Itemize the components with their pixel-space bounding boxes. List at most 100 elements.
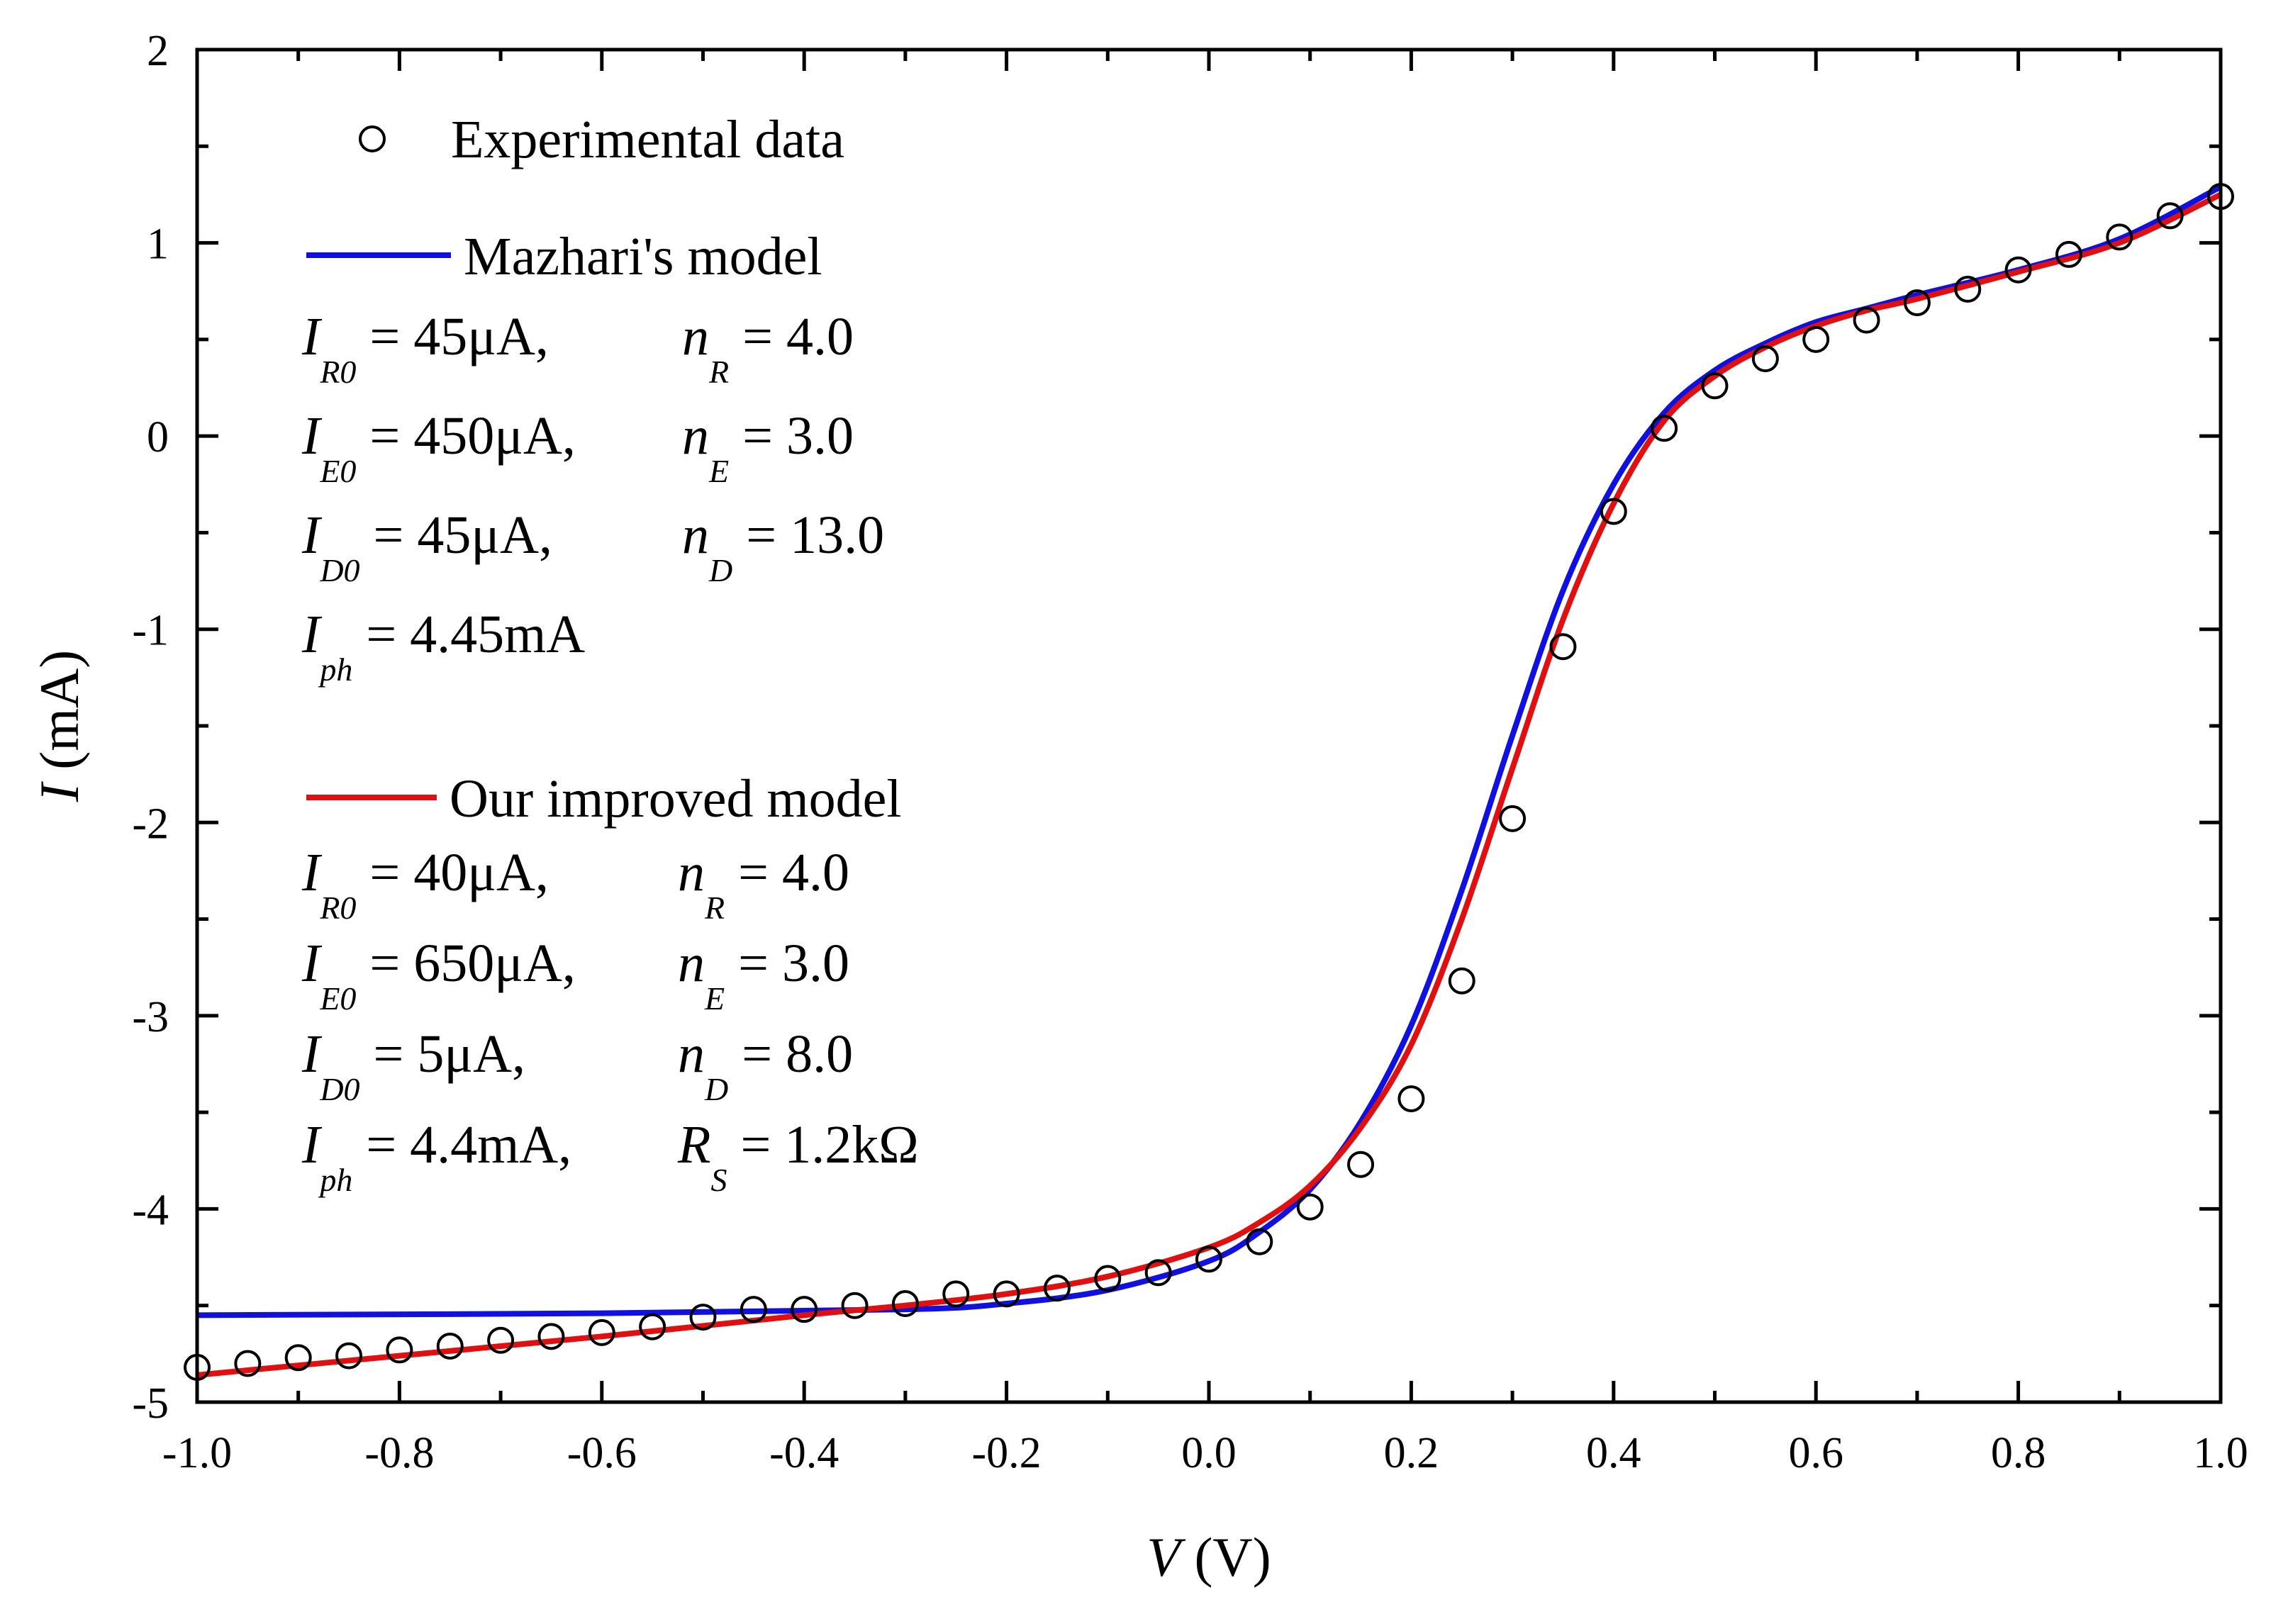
data-point (942, 1280, 970, 1308)
data-point (1043, 1275, 1071, 1302)
y-tick-label: -2 (132, 800, 169, 848)
x-tick-label: -0.8 (364, 1429, 434, 1477)
param-subscript: D (704, 1071, 728, 1107)
param-symbol: I (301, 505, 323, 565)
param-subscript: E0 (319, 980, 356, 1017)
improved-param: nR = 4.0 (678, 843, 849, 926)
mazhari-param: nR = 4.0 (682, 307, 854, 390)
param-value: = 4.45mA (352, 605, 585, 664)
param-symbol: I (301, 1115, 323, 1175)
param-value: = 650μA, (356, 934, 576, 993)
data-point (1397, 1085, 1425, 1113)
param-value: = 3.0 (725, 934, 849, 993)
param-subscript: E (708, 453, 729, 489)
y-axis-symbol: I (28, 780, 90, 802)
data-point (841, 1292, 869, 1319)
x-tick-label: 0.0 (1181, 1429, 1237, 1477)
data-point (234, 1350, 262, 1377)
data-point (1903, 289, 1931, 317)
improved-param: IR0 = 40μA, (301, 843, 549, 926)
improved-param: RS = 1.2kΩ (677, 1115, 919, 1198)
param-value: = 40μA, (356, 843, 549, 902)
data-point (487, 1326, 515, 1354)
mazhari-param: IR0 = 45μA, (301, 307, 549, 390)
param-value: = 3.0 (729, 406, 854, 466)
y-tick-label: 2 (147, 27, 169, 75)
data-point (891, 1289, 919, 1317)
data-point (689, 1304, 717, 1331)
param-value: = 8.0 (728, 1024, 853, 1084)
param-value: = 4.4mA, (352, 1115, 571, 1175)
mazhari-param: IE0 = 450μA, (301, 406, 576, 489)
mazhari-param: ID0 = 45μA, (301, 505, 552, 588)
data-point (791, 1296, 818, 1323)
param-symbol: n (682, 505, 709, 565)
series-line-2 (196, 191, 2222, 1378)
x-tick-label: 0.8 (1991, 1429, 2046, 1477)
data-point (1701, 372, 1729, 400)
data-point (993, 1280, 1020, 1308)
param-value: = 13.0 (732, 505, 884, 565)
data-point (1600, 498, 1627, 525)
param-symbol: I (301, 934, 323, 993)
x-tick-label: 0.2 (1384, 1429, 1439, 1477)
improved-param: nD = 8.0 (678, 1024, 853, 1107)
data-point (1195, 1245, 1222, 1273)
param-subscript: E (704, 980, 725, 1017)
param-value: = 1.2kΩ (727, 1115, 918, 1175)
param-subscript: R0 (319, 354, 356, 390)
data-point (436, 1332, 464, 1360)
param-value: = 45μA, (356, 307, 549, 366)
y-axis-title: I (mA) (28, 650, 90, 802)
y-axis-unit: (mA) (28, 650, 90, 783)
data-point (1448, 967, 1475, 995)
legend-marker-experimental (359, 125, 386, 152)
param-symbol: n (678, 843, 705, 902)
data-point (1751, 345, 1779, 373)
param-subscript: D (708, 552, 732, 588)
axis-titles-layer: V (V) I (mA) (28, 650, 1271, 1588)
legend-label-improved: Our improved model (450, 769, 901, 829)
mazhari-param: Iph = 4.45mA (301, 605, 585, 688)
x-tick-label: 0.6 (1788, 1429, 1843, 1477)
data-point (588, 1318, 615, 1346)
param-subscript: D0 (319, 552, 359, 588)
data-point (284, 1344, 312, 1372)
param-subscript: R0 (319, 890, 356, 926)
ticks-layer (195, 47, 2223, 1404)
param-symbol: I (301, 843, 323, 902)
x-axis-unit: (V) (1181, 1526, 1271, 1588)
x-axis-title: V (V) (1146, 1526, 1271, 1588)
data-point (386, 1336, 413, 1364)
data-point (335, 1342, 363, 1370)
param-subscript: S (710, 1162, 727, 1198)
param-symbol: n (678, 934, 705, 993)
data-point (2004, 256, 2032, 284)
param-value: = 5μA, (360, 1024, 526, 1084)
param-symbol: I (301, 1024, 323, 1084)
x-tick-label: -1.0 (162, 1429, 232, 1477)
param-value: = 4.0 (725, 843, 849, 902)
markers-layer (184, 183, 2234, 1381)
data-point (1954, 275, 1982, 303)
data-point (1499, 805, 1527, 832)
y-tick-label: 0 (147, 413, 169, 461)
y-tick-label: -1 (132, 607, 169, 655)
param-symbol: n (682, 406, 709, 466)
param-subscript: ph (318, 1162, 352, 1198)
mazhari-param: nE = 3.0 (682, 406, 854, 489)
y-tick-label: -3 (132, 993, 169, 1041)
data-point (1094, 1265, 1122, 1292)
data-point (1853, 306, 1880, 334)
x-tick-label: -0.2 (972, 1429, 1042, 1477)
param-subscript: E0 (319, 453, 356, 489)
legend-label-mazhari: Mazhari's model (464, 227, 822, 286)
x-tick-label: -0.6 (567, 1429, 637, 1477)
improved-param: nE = 3.0 (678, 934, 849, 1017)
y-tick-label: 1 (147, 220, 169, 269)
x-tick-label: 0.4 (1586, 1429, 1641, 1477)
improved-param: Iph = 4.4mA, (301, 1115, 571, 1198)
mazhari-param: nD = 13.0 (682, 505, 884, 588)
